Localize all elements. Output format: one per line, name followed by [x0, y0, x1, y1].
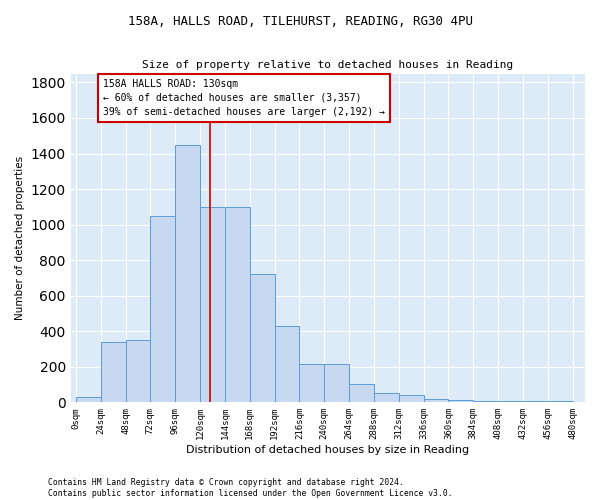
- Bar: [125, 340, 151, 402]
- Bar: [101, 342, 125, 402]
- Title: Size of property relative to detached houses in Reading: Size of property relative to detached ho…: [142, 60, 514, 70]
- Bar: [424, 399, 448, 402]
- Bar: [473, 400, 498, 402]
- Bar: [175, 144, 200, 402]
- Bar: [324, 364, 349, 403]
- Bar: [151, 216, 175, 402]
- Text: Contains HM Land Registry data © Crown copyright and database right 2024.
Contai: Contains HM Land Registry data © Crown c…: [48, 478, 452, 498]
- Text: 158A HALLS ROAD: 130sqm
← 60% of detached houses are smaller (3,357)
39% of semi: 158A HALLS ROAD: 130sqm ← 60% of detache…: [103, 79, 385, 117]
- Bar: [225, 207, 250, 402]
- Bar: [275, 326, 299, 402]
- Bar: [250, 274, 275, 402]
- Text: 158A, HALLS ROAD, TILEHURST, READING, RG30 4PU: 158A, HALLS ROAD, TILEHURST, READING, RG…: [128, 15, 473, 28]
- Bar: [200, 207, 225, 402]
- Bar: [399, 395, 424, 402]
- Bar: [448, 400, 473, 402]
- Bar: [374, 392, 399, 402]
- Bar: [299, 364, 324, 403]
- Bar: [76, 397, 101, 402]
- Bar: [349, 384, 374, 402]
- Y-axis label: Number of detached properties: Number of detached properties: [15, 156, 25, 320]
- X-axis label: Distribution of detached houses by size in Reading: Distribution of detached houses by size …: [186, 445, 469, 455]
